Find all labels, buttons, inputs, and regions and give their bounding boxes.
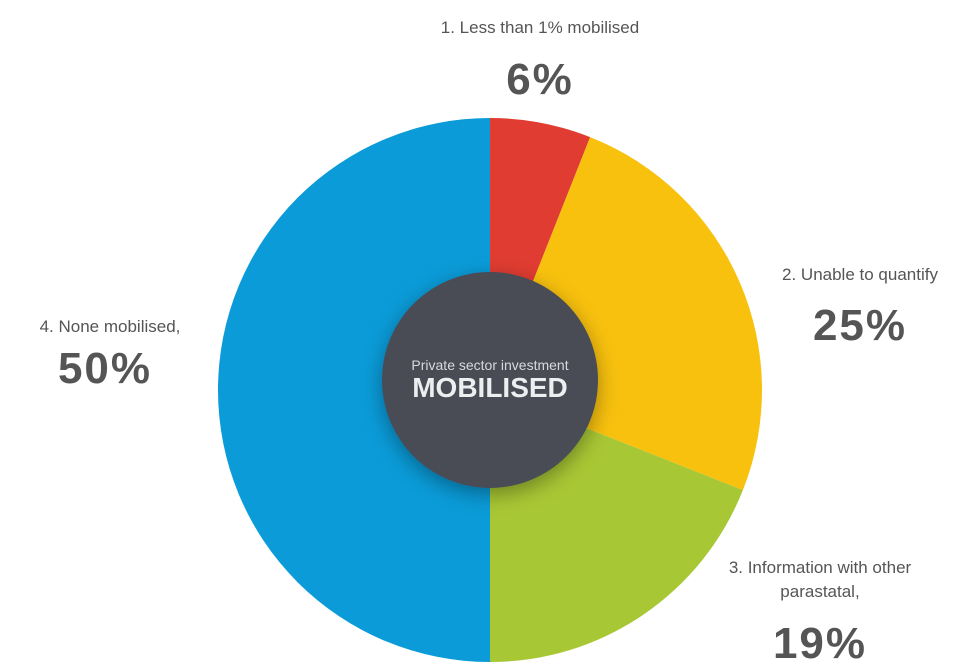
value-label: 25% (812, 301, 908, 350)
value-label: 50% (57, 344, 153, 393)
category-label: 2. Unable to quantify (782, 265, 938, 284)
category-label: 3. Information with other parastatal, (728, 558, 912, 601)
slice (218, 118, 490, 662)
category-label: 1. Less than 1% mobilised (440, 18, 640, 37)
value-label: 6% (506, 55, 574, 104)
center-circle (382, 272, 598, 488)
category-label: 4. None mobilised, (39, 317, 181, 336)
value-label: 19% (772, 619, 868, 668)
